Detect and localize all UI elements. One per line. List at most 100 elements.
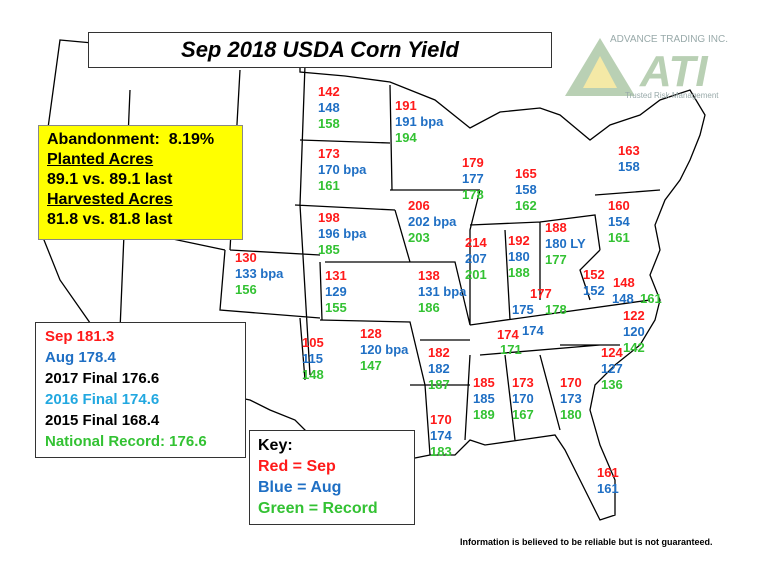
map-title: Sep 2018 USDA Corn Yield [88, 32, 552, 68]
abandonment-value: 8.19% [168, 131, 215, 148]
state-sc-sep-yield: 124 [601, 345, 623, 360]
state-ia-rec-yield: 203 [408, 230, 430, 245]
state-mn-sep-yield: 191 [395, 98, 417, 113]
state-wi-aug-yield: 177 [462, 171, 484, 186]
state-co-sep-yield: 130 [235, 250, 257, 265]
state-la-sep-yield: 170 [430, 412, 452, 427]
state-wv-sep-yield: 152 [583, 267, 605, 282]
national-2016: 2016 Final 174.6 [45, 391, 160, 408]
national-sep: Sep 181.3 [45, 328, 115, 345]
state-ar-rec-yield: 187 [428, 377, 450, 392]
state-la-rec-yield: 183 [430, 444, 452, 459]
state-ks-rec-yield: 155 [325, 300, 347, 315]
state-ar-sep-yield: 182 [428, 345, 450, 360]
state-sd-rec-yield: 161 [318, 178, 340, 193]
state-mi-rec-yield: 162 [515, 198, 537, 213]
acreage-summary-box: Abandonment: 8.19% Planted Acres 89.1 vs… [38, 125, 243, 240]
state-va-aug-yield: 148 [612, 291, 634, 306]
state-sd-aug-yield: 170 bpa [318, 162, 367, 177]
state-nc-aug-yield: 120 [623, 324, 645, 339]
state-va-rec-yield: 161 [640, 291, 662, 306]
state-il-rec-yield: 201 [465, 267, 487, 282]
state-ok-rec-yield: 147 [360, 358, 382, 373]
state-ga-sep-yield: 170 [560, 375, 582, 390]
key-heading: Key: [258, 437, 293, 454]
state-mi-sep-yield: 165 [515, 166, 537, 181]
state-pa-sep-yield: 160 [608, 198, 630, 213]
state-mi-aug-yield: 158 [515, 182, 537, 197]
state-al-rec-yield: 167 [512, 407, 534, 422]
national-2015: 2015 Final 168.4 [45, 412, 160, 429]
state-ok-sep-yield: 128 [360, 326, 382, 341]
state-in-aug-yield: 180 [508, 249, 530, 264]
national-record: National Record: 176.6 [45, 433, 207, 450]
state-nd-aug-yield: 148 [318, 100, 340, 115]
state-ok-aug-yield: 120 bpa [360, 342, 409, 357]
key-blue: Blue = Aug [258, 479, 342, 496]
state-nc-sep-yield: 122 [623, 308, 645, 323]
state-mo-sep-yield: 138 [418, 268, 440, 283]
state-va-sep-yield: 148 [613, 275, 635, 290]
state-ky-sep-yield: 177 [530, 286, 552, 301]
state-ia-sep-yield: 206 [408, 198, 430, 213]
state-sc-rec-yield: 136 [601, 377, 623, 392]
state-ky-rec-yield: 178 [545, 302, 567, 317]
state-pa-rec-yield: 161 [608, 230, 630, 245]
state-tn-aug-yield: 174 [522, 323, 544, 338]
state-mn-rec-yield: 194 [395, 130, 417, 145]
state-ms-aug-yield: 185 [473, 391, 495, 406]
state-al-aug-yield: 170 [512, 391, 534, 406]
state-sc-aug-yield: 127 [601, 361, 623, 376]
state-fl-aug-yield: 161 [597, 481, 619, 496]
state-ne-sep-yield: 198 [318, 210, 340, 225]
state-nd-rec-yield: 158 [318, 116, 340, 131]
state-ne-aug-yield: 196 bpa [318, 226, 367, 241]
state-ga-aug-yield: 173 [560, 391, 582, 406]
state-ny-aug-yield: 158 [618, 159, 640, 174]
state-co-aug-yield: 133 bpa [235, 266, 284, 281]
abandonment-label: Abandonment: [47, 131, 160, 148]
us-outline [39, 39, 706, 521]
state-ne-rec-yield: 185 [318, 242, 340, 257]
legend-key: Key: Red = Sep Blue = Aug Green = Record [249, 430, 415, 525]
state-il-sep-yield: 214 [465, 235, 487, 250]
state-in-rec-yield: 188 [508, 265, 530, 280]
state-fl-sep-yield: 161 [597, 465, 619, 480]
state-ks-aug-yield: 129 [325, 284, 347, 299]
state-wv-aug-yield: 152 [583, 283, 605, 298]
state-ia-aug-yield: 202 bpa [408, 214, 457, 229]
state-ks-sep-yield: 131 [325, 268, 347, 283]
state-mn-aug-yield: 191 bpa [395, 114, 444, 129]
state-mo-aug-yield: 131 bpa [418, 284, 467, 299]
state-mo-rec-yield: 186 [418, 300, 440, 315]
state-nd-sep-yield: 142 [318, 84, 340, 99]
state-il-aug-yield: 207 [465, 251, 487, 266]
state-tn-sep-yield: 174 [497, 327, 519, 342]
state-wi-sep-yield: 179 [462, 155, 484, 170]
key-red: Red = Sep [258, 458, 336, 475]
state-tx-rec-yield: 148 [302, 367, 324, 382]
state-al-sep-yield: 173 [512, 375, 534, 390]
state-sd-sep-yield: 173 [318, 146, 340, 161]
national-2017: 2017 Final 176.6 [45, 370, 160, 387]
state-ky-aug-yield: 175 [512, 302, 534, 317]
state-pa-aug-yield: 154 [608, 214, 630, 229]
svg-text:Trusted Risk Management: Trusted Risk Management [625, 91, 719, 100]
harvested-value: 81.8 vs. 81.8 last [47, 211, 173, 228]
state-oh-rec-yield: 177 [545, 252, 567, 267]
state-ny-sep-yield: 163 [618, 143, 640, 158]
state-in-sep-yield: 192 [508, 233, 530, 248]
planted-value: 89.1 vs. 89.1 last [47, 171, 173, 188]
svg-text:ATI: ATI [639, 47, 708, 96]
state-ga-rec-yield: 180 [560, 407, 582, 422]
svg-text:ADVANCE TRADING INC.: ADVANCE TRADING INC. [610, 34, 728, 45]
state-ms-sep-yield: 185 [473, 375, 495, 390]
state-nc-rec-yield: 142 [623, 340, 645, 355]
state-la-aug-yield: 174 [430, 428, 452, 443]
state-tx-aug-yield: 115 [302, 351, 323, 366]
national-aug: Aug 178.4 [45, 349, 116, 366]
state-co-rec-yield: 156 [235, 282, 257, 297]
state-tx-sep-yield: 105 [302, 335, 324, 350]
